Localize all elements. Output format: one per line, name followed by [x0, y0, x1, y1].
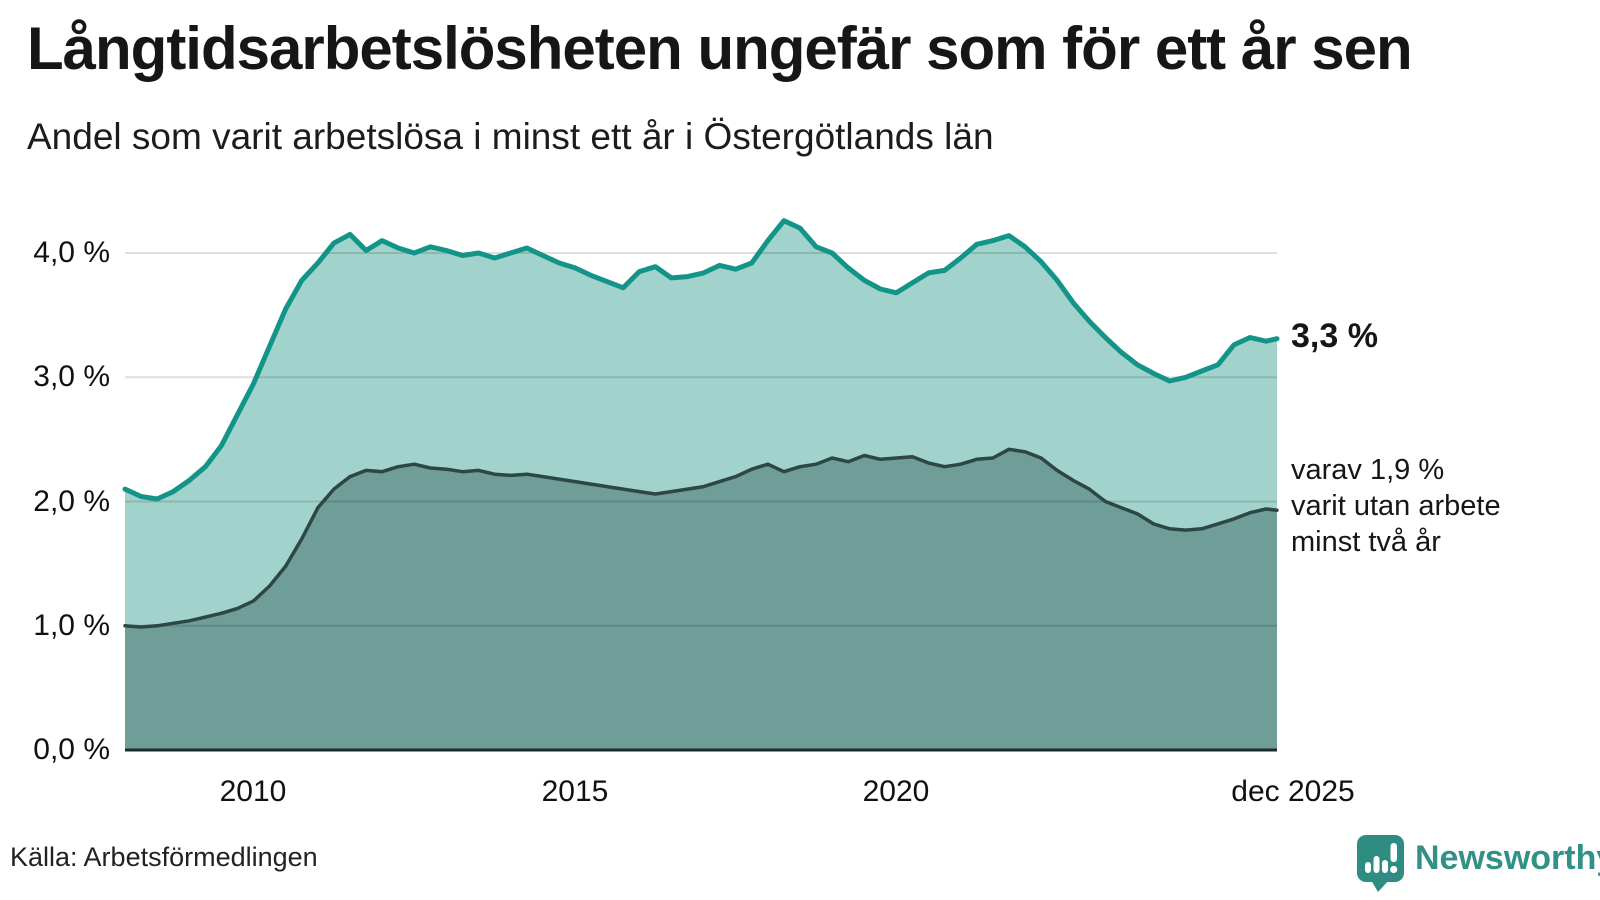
series-line-0 — [122, 218, 1280, 502]
series-line-1 — [123, 447, 1279, 629]
newsworthy-wordmark: Newsworthy — [1415, 839, 1600, 877]
x-tick-2015: 2015 — [541, 775, 609, 808]
x-tick-dec-2025: dec 2025 — [1231, 775, 1355, 808]
y-tick-2: 2,0 % — [33, 485, 110, 518]
page-title: Långtidsarbetslösheten ungefär som för e… — [27, 15, 1413, 82]
y-tick-1: 1,0 % — [33, 609, 110, 642]
x-tick-2020: 2020 — [862, 775, 930, 808]
source-caption: Källa: Arbetsförmedlingen — [10, 842, 318, 872]
y-tick-4: 4,0 % — [33, 236, 110, 269]
x-tick-2010: 2010 — [219, 775, 287, 808]
series-end-value-label: 3,3 % — [1291, 317, 1378, 355]
y-tick-0: 0,0 % — [33, 733, 110, 766]
chart-subtitle: Andel som varit arbetslösa i minst ett å… — [27, 116, 994, 157]
y-tick-3: 3,0 % — [33, 360, 110, 393]
newsworthy-logo: Newsworthy — [1356, 833, 1600, 898]
newsworthy-speech-bubble-bar-chart-icon — [1356, 833, 1406, 898]
series-end-note-label: varav 1,9 % varit utan arbete minst två … — [1291, 454, 1501, 558]
series-area-1 — [125, 449, 1277, 750]
